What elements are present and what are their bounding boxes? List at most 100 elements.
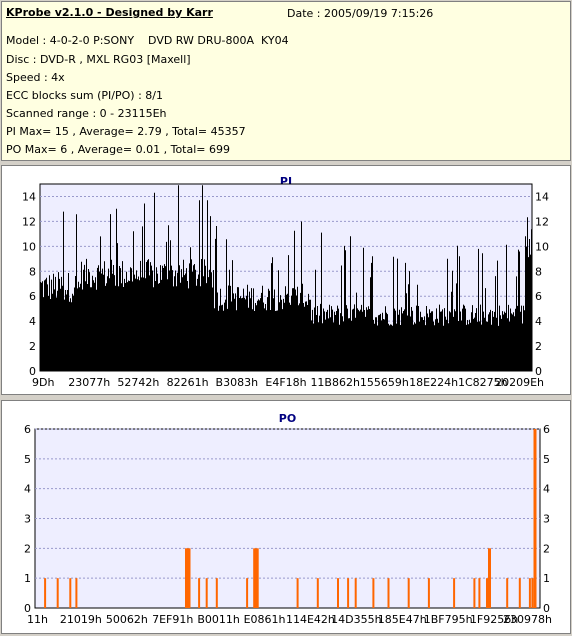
y-tick-left: 6 — [29, 290, 36, 303]
y-tick-left: 5 — [24, 453, 31, 466]
model-line: Model : 4-0-2-0 P:SONY DVD RW DRU-800A K… — [6, 34, 289, 47]
po-bar — [407, 578, 410, 608]
po-bar — [506, 578, 509, 608]
po-bar — [518, 578, 521, 608]
po-bar — [253, 548, 257, 608]
x-tick: 9Dh — [32, 376, 54, 389]
x-tick: 20209Eh — [495, 376, 544, 389]
chart-title: PO — [279, 412, 296, 425]
po-bar — [531, 578, 534, 608]
speed-line: Speed : 4x — [6, 71, 65, 84]
x-tick: 185E47h — [378, 613, 427, 626]
po-bar — [316, 578, 319, 608]
y-tick-left: 0 — [24, 602, 31, 615]
pi-summary-line: PI Max= 15 , Average= 2.79 , Total= 4535… — [6, 125, 246, 138]
x-tick: 11B862h — [310, 376, 360, 389]
pi-bars — [40, 185, 532, 371]
po-bar — [205, 578, 208, 608]
po-bar — [372, 578, 375, 608]
x-tick: 114E42h — [286, 613, 335, 626]
y-tick-right: 12 — [535, 215, 549, 228]
x-tick: 18E224h — [409, 376, 458, 389]
y-tick-left: 2 — [29, 340, 36, 353]
pi-bar-series — [40, 185, 532, 371]
po-bar — [75, 578, 78, 608]
po-bar — [427, 578, 430, 608]
x-tick: 1C8275h — [458, 376, 508, 389]
po-chart: PO 0 0 1 1 2 2 3 3 4 4 5 5 6 6 11h 21019h 50062h 7EF91h B00… — [24, 412, 552, 626]
ecc-line: ECC blocks sum (PI/PO) : 8/1 — [6, 89, 163, 102]
x-tick: B3083h — [216, 376, 259, 389]
po-chart-panel: PO 0 0 1 1 2 2 3 3 4 4 5 5 6 6 11h 21019h 50062h 7EF91h B00… — [1, 400, 571, 634]
po-summary-line: PO Max= 6 , Average= 0.01 , Total= 699 — [6, 143, 230, 156]
y-tick-left: 3 — [24, 513, 31, 526]
y-tick-right: 6 — [543, 423, 550, 436]
po-bar — [473, 578, 476, 608]
y-tick-right: 10 — [535, 240, 549, 253]
y-tick-right: 5 — [543, 453, 550, 466]
y-tick-right: 1 — [543, 572, 550, 585]
y-tick-right: 14 — [535, 190, 549, 203]
po-bar — [198, 578, 201, 608]
y-tick-right: 0 — [535, 365, 542, 378]
x-tick: 155659h — [360, 376, 409, 389]
po-bar — [246, 578, 249, 608]
x-tick: 23077h — [68, 376, 110, 389]
range-line: Scanned range : 0 - 23115Eh — [6, 107, 167, 120]
y-tick-right: 3 — [543, 513, 550, 526]
y-tick-right: 2 — [535, 340, 542, 353]
po-bar — [44, 578, 47, 608]
y-tick-left: 10 — [22, 240, 36, 253]
po-bar — [69, 578, 72, 608]
y-tick-right: 8 — [535, 265, 542, 278]
po-bar — [185, 548, 188, 608]
info-panel: KProbe v2.1.0 - Designed by Karr Date : … — [1, 1, 571, 161]
app-title: KProbe v2.1.0 - Designed by Karr — [6, 6, 213, 19]
x-tick: B0011h — [197, 613, 240, 626]
y-tick-right: 2 — [543, 542, 550, 555]
x-tick: E4F18h — [265, 376, 306, 389]
y-tick-right: 4 — [535, 315, 542, 328]
x-tick: 11h — [27, 613, 48, 626]
po-bar — [354, 578, 357, 608]
po-bar — [56, 578, 59, 608]
x-tick: 52742h — [117, 376, 159, 389]
po-bar — [347, 578, 350, 608]
y-tick-left: 12 — [22, 215, 36, 228]
y-tick-left: 1 — [24, 572, 31, 585]
po-bar — [533, 429, 537, 608]
x-tick: 50062h — [106, 613, 148, 626]
x-tick: 230978h — [503, 613, 552, 626]
po-bar — [488, 548, 491, 608]
po-bar — [478, 578, 481, 608]
x-tick: 14D355h — [331, 613, 381, 626]
x-tick: 1BF795h — [424, 613, 473, 626]
po-bar — [187, 548, 191, 608]
y-tick-left: 6 — [24, 423, 31, 436]
scan-date: Date : 2005/09/19 7:15:26 — [287, 7, 434, 20]
x-tick: 1F9256h — [470, 613, 518, 626]
y-tick-left: 14 — [22, 190, 36, 203]
po-bar — [215, 578, 218, 608]
y-tick-right: 6 — [535, 290, 542, 303]
po-bar — [453, 578, 456, 608]
disc-line: Disc : DVD-R , MXL RG03 [Maxell] — [6, 53, 191, 66]
y-tick-left: 4 — [29, 315, 36, 328]
po-bar — [337, 578, 339, 608]
x-tick: 82261h — [167, 376, 209, 389]
y-tick-left: 0 — [29, 365, 36, 378]
y-tick-right: 4 — [543, 483, 550, 496]
po-bar — [255, 548, 259, 608]
y-tick-left: 8 — [29, 265, 36, 278]
pi-chart-panel: PI 0 0 2 2 4 4 6 6 8 8 10 10 12 12 14 14 9Dh 23077h 52742h 8… — [1, 165, 571, 395]
po-bars — [44, 429, 537, 608]
x-tick: 21019h — [60, 613, 102, 626]
po-bar — [387, 578, 390, 608]
x-tick: E0861h — [244, 613, 286, 626]
x-tick: 7EF91h — [152, 613, 193, 626]
po-bar — [486, 578, 488, 608]
y-tick-right: 0 — [543, 602, 550, 615]
po-bar — [296, 578, 299, 608]
y-tick-left: 4 — [24, 483, 31, 496]
